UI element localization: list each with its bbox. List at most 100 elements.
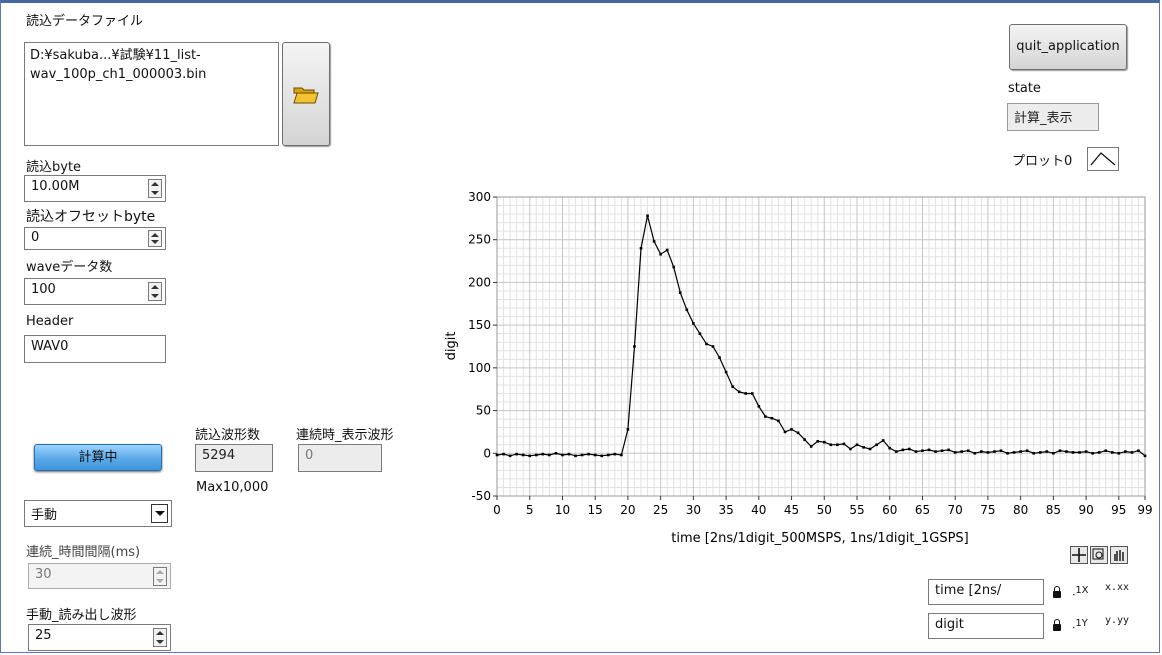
wave-count-label: waveデータ数 [26,260,113,275]
data-point [1038,451,1042,454]
data-point [737,390,741,394]
read-bytes-input[interactable]: 10.00M [24,175,166,202]
data-point [908,447,911,451]
data-point [875,443,878,447]
file-path-line1: D:¥sakuba...¥試験¥11_list- [30,48,201,63]
data-point [652,240,656,243]
read-offset-label: 読込オフセットbyte [26,209,156,225]
data-point [646,214,649,218]
data-point [881,439,885,442]
x-tick-label: 35 [718,503,733,517]
data-point [613,452,617,456]
data-point [1012,451,1016,454]
interval-stepper[interactable] [153,567,167,586]
scale-y-name[interactable]: digit [928,613,1044,639]
x-tick-label: 5 [526,503,534,517]
continuous-display-value: 0 [305,448,314,463]
data-point [934,450,937,453]
x-tick-label: 60 [882,503,897,517]
x-tick-label: 90 [1078,503,1093,517]
data-point [561,453,564,457]
data-point [554,451,558,455]
data-point [672,265,676,269]
manual-read-label: 手動_読み出し波形 [26,608,137,623]
wave-count-input[interactable]: 100 [24,278,166,305]
x-tick-label: 80 [1013,503,1028,517]
x-tick-label: 25 [653,503,668,517]
y-tick-label: -50 [471,489,491,503]
data-point [574,454,577,458]
scale-x-name[interactable]: time [2ns/ [928,579,1044,605]
read-offset-input[interactable]: 0 [24,227,166,250]
data-point [593,453,597,457]
data-point [711,345,715,348]
interval-input[interactable]: 30 [28,563,171,589]
data-point [901,448,905,452]
quit-button[interactable]: quit_application [1009,24,1127,70]
manual-read-stepper[interactable] [153,628,167,647]
data-point [888,446,892,450]
quit-button-label: quit_application [1016,39,1120,54]
data-point [750,392,754,395]
data-point [606,453,610,457]
data-point [724,370,728,374]
scale-x-lock-icon[interactable] [1053,586,1061,598]
x-tick-label: 70 [948,503,963,517]
data-point [777,419,780,423]
header-value: WAV0 [31,339,69,354]
y-axis-label: digit [444,332,459,361]
scale-y-lock-icon[interactable] [1053,619,1061,631]
series-line [496,215,1146,457]
mode-select-value: 手動 [31,508,58,523]
read-bytes-stepper[interactable] [148,179,162,198]
data-point [790,428,793,431]
folder-icon [293,87,319,104]
format-y-label[interactable]: y.yy [1105,615,1130,626]
browse-button[interactable] [282,42,330,146]
x-tick-label: 50 [817,503,832,517]
data-point [1117,451,1121,455]
wave-count-stepper[interactable] [148,282,162,301]
mode-select[interactable]: 手動 [24,500,172,527]
calculate-button[interactable]: 計算中 [34,444,162,471]
data-point [947,448,950,452]
data-point [1143,454,1147,458]
data-point [803,438,806,441]
data-point [534,453,538,457]
waveform-count-display: 5294 [195,444,273,472]
x-tick-label: 95 [1111,503,1126,517]
file-path-input[interactable]: D:¥sakuba...¥試験¥11_list- wav_100p_ch1_00… [24,42,279,146]
read-offset-stepper[interactable] [148,230,162,247]
x-tick-label: 85 [1046,503,1061,517]
cursor-move-icon[interactable] [1070,546,1088,564]
data-point [980,450,983,453]
data-point [868,447,872,451]
data-point [665,248,669,252]
x-axis-label: time [2ns/1digit_500MSPS, 1ns/1digit_1GS… [671,531,969,546]
pan-hand-icon[interactable] [1110,546,1128,564]
chevron-down-icon[interactable] [151,504,168,523]
data-point [894,450,898,453]
data-point [1032,451,1036,455]
y-tick-label: 0 [483,446,491,460]
continuous-display-field: 0 [298,444,382,472]
zoom-icon[interactable] [1090,546,1108,564]
x-tick-label: 65 [915,503,930,517]
legend-plot-icon[interactable] [1087,147,1119,171]
data-point [698,332,702,335]
data-point [1124,450,1127,453]
manual-read-input[interactable]: 25 [28,624,171,651]
format-x-label[interactable]: x.xx [1105,582,1130,593]
autoscale-x-icon[interactable]: ⸼1X [1073,585,1089,596]
scale-x-name-value: time [2ns/ [935,583,1002,598]
plot-area [497,197,1145,496]
x-tick-label: 15 [588,503,603,517]
header-input[interactable]: WAV0 [24,335,166,363]
data-point [587,452,590,456]
file-path-line2: wav_100p_ch1_000003.bin [30,67,207,82]
data-point [822,440,826,444]
y-axis-ticks: 300 250 200 150 100 50 0 -50 [468,190,497,503]
autoscale-y-icon[interactable]: ⸼1Y [1073,618,1088,629]
